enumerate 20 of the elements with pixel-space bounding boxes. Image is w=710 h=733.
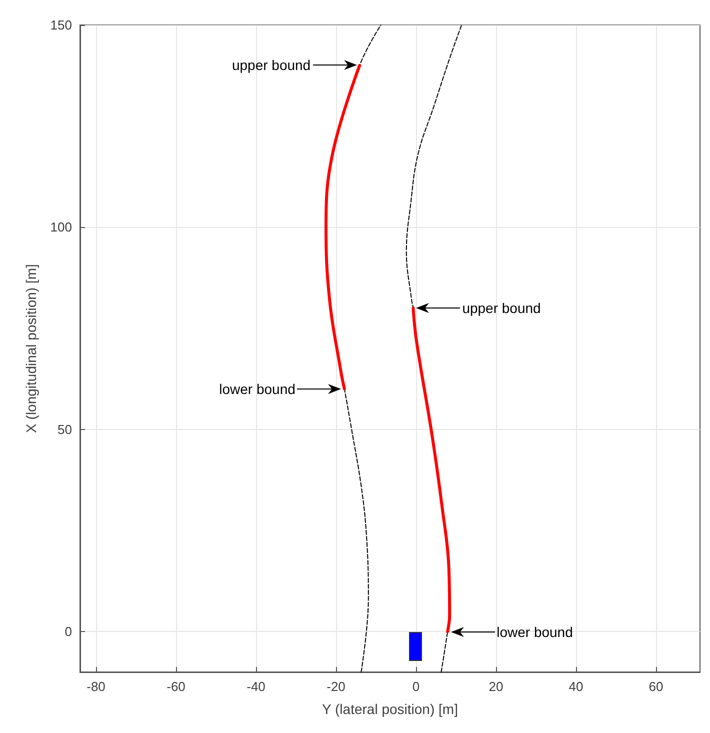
annotation: lower bound <box>219 380 296 398</box>
x-tick-label: 0 <box>412 679 420 694</box>
y-tick-label: 150 <box>50 18 72 32</box>
y-tick-label: 50 <box>58 422 72 437</box>
line-series <box>324 64 362 390</box>
x-tick-label: -40 <box>246 679 266 694</box>
x-tick-label: 40 <box>568 679 584 694</box>
x-tick-label: 20 <box>488 679 504 694</box>
annotation: upper bound <box>462 299 541 318</box>
y-axis-title: X (longitudinal position) [m] <box>23 264 39 433</box>
line-series <box>412 306 452 634</box>
x-tick-label: -60 <box>166 679 186 694</box>
annotation: lower bound <box>496 622 573 641</box>
x-tick-label: -80 <box>86 679 106 694</box>
x-tick-label: -20 <box>326 679 346 694</box>
y-tick-label: 0 <box>64 624 72 640</box>
annotation: upper bound <box>232 56 311 74</box>
x-axis-title: Y (lateral position) [m] <box>322 701 458 717</box>
y-tick-label: 100 <box>50 220 72 235</box>
x-tick-label: 60 <box>648 679 664 694</box>
